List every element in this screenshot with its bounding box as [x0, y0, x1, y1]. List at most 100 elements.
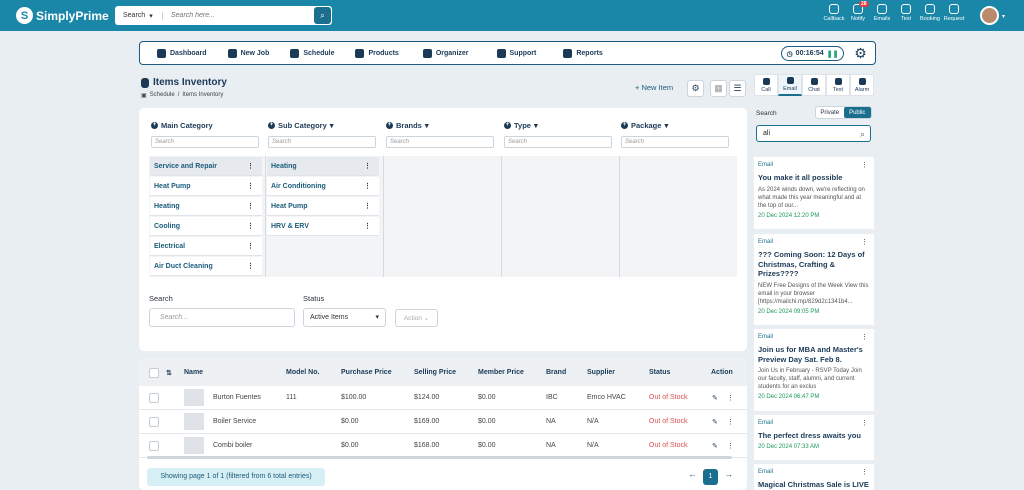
- kebab-icon[interactable]: ⋮: [364, 203, 371, 210]
- kebab-icon[interactable]: ⋮: [861, 334, 868, 341]
- kebab-icon[interactable]: ⋮: [247, 203, 254, 210]
- nav-new-job[interactable]: New Job: [227, 48, 269, 58]
- nav-organizer[interactable]: Organizer: [422, 48, 469, 58]
- nav-products[interactable]: Products: [355, 48, 399, 58]
- table-row[interactable]: Combi boiler $0.00 $168.00 $0.00 NA N/A …: [139, 434, 747, 458]
- add-icon[interactable]: +: [386, 121, 393, 129]
- edit-icon[interactable]: ✎: [712, 443, 718, 450]
- tab-alarm[interactable]: Alarm: [850, 74, 874, 96]
- panel-search-input[interactable]: ali ⌕: [756, 125, 871, 142]
- kebab-icon[interactable]: ⋮: [247, 263, 254, 270]
- request-button[interactable]: Request: [942, 4, 966, 22]
- edit-icon[interactable]: ✎: [712, 395, 718, 402]
- tab-email[interactable]: Email: [778, 74, 802, 96]
- status-select[interactable]: Active Items ▾: [303, 308, 386, 327]
- email-item[interactable]: Email ⋮ Magical Christmas Sale is LIVE: [754, 464, 874, 490]
- main-category-item[interactable]: Air Duct Cleaning ⋮: [150, 257, 262, 276]
- main-category-item[interactable]: Electrical ⋮: [150, 237, 262, 256]
- kebab-icon[interactable]: ⋮: [247, 243, 254, 250]
- toggle-private[interactable]: Private: [820, 110, 840, 116]
- logo[interactable]: S SimplyPrime: [16, 7, 116, 24]
- notify-button[interactable]: 28 Notify: [846, 1, 870, 22]
- tab-call[interactable]: Call: [754, 74, 778, 96]
- timer[interactable]: ◷ 00:16:54 ❚❚: [781, 46, 844, 61]
- col-status[interactable]: Status: [649, 369, 671, 376]
- row-checkbox[interactable]: [149, 441, 159, 451]
- prev-page-icon[interactable]: ←: [688, 469, 697, 479]
- list-view-button[interactable]: ☰: [729, 80, 746, 97]
- nav-dashboard[interactable]: Dashboard: [157, 48, 207, 58]
- chevron-down-icon[interactable]: ▾: [424, 120, 429, 130]
- search-button[interactable]: ⌕: [314, 7, 331, 24]
- toggle-public[interactable]: Public: [843, 107, 871, 118]
- col-supplier[interactable]: Supplier: [587, 369, 616, 376]
- avatar[interactable]: [980, 6, 999, 25]
- email-item[interactable]: Email ⋮ ??? Coming Soon: 12 Days of Chri…: [754, 234, 874, 325]
- sub-category-item[interactable]: HRV & ERV ⋮: [267, 217, 379, 236]
- settings-button[interactable]: ⚙: [687, 80, 704, 97]
- items-search-input[interactable]: Search...: [149, 308, 295, 327]
- page-1-button[interactable]: 1: [703, 469, 718, 485]
- chevron-down-icon[interactable]: ▾: [533, 120, 538, 130]
- brands-search[interactable]: Search: [386, 136, 494, 148]
- tab-text[interactable]: Text: [826, 74, 850, 96]
- sort-icon[interactable]: ⇅: [166, 370, 172, 377]
- grid-view-button[interactable]: ▦: [710, 80, 727, 97]
- kebab-icon[interactable]: ⋮: [364, 223, 371, 230]
- kebab-icon[interactable]: ⋮: [861, 239, 868, 246]
- main-category-item[interactable]: Heating ⋮: [150, 197, 262, 216]
- next-page-icon[interactable]: →: [724, 469, 733, 479]
- kebab-icon[interactable]: ⋮: [727, 419, 734, 426]
- kebab-icon[interactable]: ⋮: [247, 223, 254, 230]
- sub-category-search[interactable]: Search: [268, 136, 376, 148]
- email-item[interactable]: Email ⋮ The perfect dress awaits you 20 …: [754, 415, 874, 460]
- breadcrumb-schedule[interactable]: Schedule: [149, 92, 175, 98]
- callback-button[interactable]: Callback: [822, 4, 846, 22]
- kebab-icon[interactable]: ⋮: [727, 443, 734, 450]
- package-search[interactable]: Search: [621, 136, 729, 148]
- nav-schedule[interactable]: Schedule: [290, 48, 334, 58]
- sub-category-item[interactable]: Heat Pump ⋮: [267, 197, 379, 216]
- sub-category-item[interactable]: Air Conditioning ⋮: [267, 177, 379, 196]
- new-item-button[interactable]: + New Item: [635, 83, 674, 92]
- main-category-item[interactable]: Service and Repair ⋮: [150, 157, 262, 176]
- table-row[interactable]: Boiler Service $0.00 $169.00 $0.00 NA N/…: [139, 410, 747, 434]
- col-model[interactable]: Model No.: [286, 369, 320, 376]
- select-all-checkbox[interactable]: [149, 368, 159, 378]
- col-brand[interactable]: Brand: [546, 369, 567, 376]
- col-purchase[interactable]: Purchase Price: [341, 369, 392, 376]
- global-search-input[interactable]: [163, 12, 314, 19]
- col-member[interactable]: Member Price: [478, 369, 524, 376]
- table-row[interactable]: Burton Fuentes 111 $100.00 $124.00 $0.00…: [139, 386, 747, 410]
- kebab-icon[interactable]: ⋮: [364, 183, 371, 190]
- main-category-item[interactable]: Cooling ⋮: [150, 217, 262, 236]
- add-icon[interactable]: +: [151, 121, 158, 129]
- sub-category-item[interactable]: Heating ⋮: [267, 157, 379, 176]
- kebab-icon[interactable]: ⋮: [861, 162, 868, 169]
- col-selling[interactable]: Selling Price: [414, 369, 457, 376]
- type-search[interactable]: Search: [504, 136, 612, 148]
- emails-button[interactable]: Emails: [870, 4, 894, 22]
- col-name[interactable]: Name: [184, 369, 204, 376]
- chevron-down-icon[interactable]: ▾: [329, 120, 334, 130]
- search-icon[interactable]: ⌕: [859, 129, 865, 139]
- row-checkbox[interactable]: [149, 393, 159, 403]
- kebab-icon[interactable]: ⋮: [364, 163, 371, 170]
- tab-chat[interactable]: Chat: [802, 74, 826, 96]
- booking-button[interactable]: Booking: [918, 4, 942, 22]
- action-dropdown[interactable]: Action ⌄: [395, 309, 438, 327]
- nav-support[interactable]: Support: [496, 48, 536, 58]
- main-category-search[interactable]: Search: [151, 136, 259, 148]
- email-item[interactable]: Email ⋮ You make it all possible As 2024…: [754, 157, 874, 229]
- add-icon[interactable]: +: [268, 121, 275, 129]
- pause-icon[interactable]: ❚❚: [826, 50, 839, 58]
- kebab-icon[interactable]: ⋮: [861, 469, 868, 476]
- kebab-icon[interactable]: ⋮: [727, 395, 734, 402]
- email-item[interactable]: Email ⋮ Join us for MBA and Master's Pre…: [754, 329, 874, 411]
- add-icon[interactable]: +: [504, 121, 511, 129]
- horizontal-scrollbar[interactable]: [147, 456, 732, 459]
- edit-icon[interactable]: ✎: [712, 419, 718, 426]
- main-category-item[interactable]: Heat Pump ⋮: [150, 177, 262, 196]
- gear-icon[interactable]: ⚙: [854, 45, 867, 61]
- kebab-icon[interactable]: ⋮: [247, 163, 254, 170]
